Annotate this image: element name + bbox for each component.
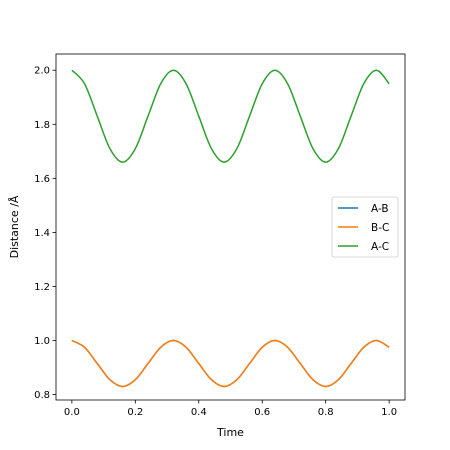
series-line-a-c bbox=[71, 69, 390, 163]
y-tick-label: 1.0 bbox=[34, 336, 50, 347]
x-axis-label: Time bbox=[216, 426, 244, 439]
x-tick-label: 0.8 bbox=[318, 407, 334, 418]
legend-entries: A-B B-C A-C bbox=[338, 203, 389, 253]
y-tick-label: 1.6 bbox=[34, 174, 50, 185]
x-tick-label: 0.6 bbox=[254, 407, 270, 418]
y-tick-label: 2.0 bbox=[34, 66, 50, 77]
legend: A-B B-C A-C bbox=[331, 196, 399, 258]
x-axis-ticks: 0.0 0.2 0.4 0.6 0.8 1.0 bbox=[64, 400, 397, 418]
y-tick-label: 0.8 bbox=[34, 390, 50, 401]
x-tick-label: 0.2 bbox=[127, 407, 143, 418]
plot-frame bbox=[55, 53, 406, 401]
series-layer bbox=[71, 69, 390, 388]
y-tick-label: 1.2 bbox=[34, 282, 50, 293]
legend-box bbox=[331, 196, 399, 258]
y-axis-label: Distance /Å bbox=[8, 195, 21, 258]
y-axis-ticks: 0.8 1.0 1.2 1.4 1.6 1.8 2.0 bbox=[34, 66, 56, 401]
legend-label-b-c: B-C bbox=[371, 222, 389, 234]
legend-label-a-b: A-B bbox=[371, 203, 389, 215]
legend-label-a-c: A-C bbox=[371, 241, 389, 253]
x-tick-label: 1.0 bbox=[381, 407, 397, 418]
y-tick-label: 1.4 bbox=[34, 228, 50, 239]
series-line-b-c bbox=[71, 339, 390, 388]
x-tick-label: 0.0 bbox=[64, 407, 80, 418]
x-tick-label: 0.4 bbox=[191, 407, 207, 418]
y-tick-label: 1.8 bbox=[34, 120, 50, 131]
